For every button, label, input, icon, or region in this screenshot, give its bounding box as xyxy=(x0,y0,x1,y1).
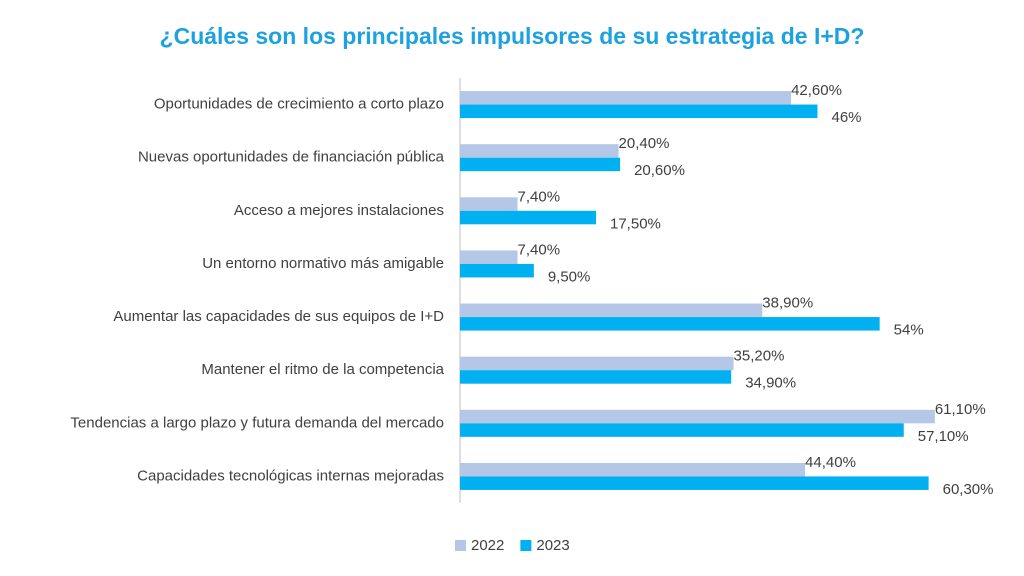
legend-swatch xyxy=(455,540,466,551)
bar xyxy=(460,210,596,225)
value-label: 60,30% xyxy=(943,481,994,498)
value-label: 9,50% xyxy=(548,268,591,285)
chart-title: ¿Cuáles son los principales impulsores d… xyxy=(160,23,865,49)
value-label: 7,40% xyxy=(518,188,561,205)
legend-swatch xyxy=(520,540,532,551)
category-label: Tendencias a largo plazo y futura demand… xyxy=(70,414,444,431)
bar xyxy=(460,197,518,211)
bar xyxy=(460,263,534,278)
category-label: Aumentar las capacidades de sus equipos … xyxy=(113,308,444,325)
value-label: 42,60% xyxy=(791,82,842,99)
bar xyxy=(460,157,621,172)
legend-label: 2023 xyxy=(536,537,569,554)
value-label: 54% xyxy=(894,322,924,339)
category-label: Nuevas oportunidades de financiación púb… xyxy=(138,149,445,166)
value-label: 35,20% xyxy=(734,348,785,365)
bar xyxy=(460,91,792,105)
value-label: 20,40% xyxy=(619,135,670,152)
category-label: Mantener el ritmo de la competencia xyxy=(201,361,444,378)
value-label: 17,50% xyxy=(610,215,661,232)
bar xyxy=(460,250,518,264)
legend-label: 2022 xyxy=(471,537,504,554)
value-label: 38,90% xyxy=(762,295,813,312)
category-label: Oportunidades de crecimiento a corto pla… xyxy=(154,96,444,113)
bar xyxy=(460,462,806,477)
value-label: 57,10% xyxy=(918,428,969,445)
bar xyxy=(460,317,880,331)
bar xyxy=(460,409,935,424)
bar xyxy=(460,370,732,384)
category-label: Acceso a mejores instalaciones xyxy=(234,202,444,219)
bar xyxy=(460,356,734,371)
value-label: 44,40% xyxy=(805,454,856,471)
value-label: 46% xyxy=(831,109,861,126)
bar xyxy=(460,104,818,119)
bar xyxy=(460,144,619,158)
bar xyxy=(460,423,904,437)
value-label: 20,60% xyxy=(634,162,685,179)
value-label: 61,10% xyxy=(935,401,986,418)
category-label: Un entorno normativo más amigable xyxy=(202,255,444,272)
bar xyxy=(460,303,763,318)
value-label: 34,90% xyxy=(745,375,796,392)
category-label: Capacidades tecnológicas internas mejora… xyxy=(137,467,444,484)
value-label: 7,40% xyxy=(518,241,561,258)
bar xyxy=(460,476,929,490)
